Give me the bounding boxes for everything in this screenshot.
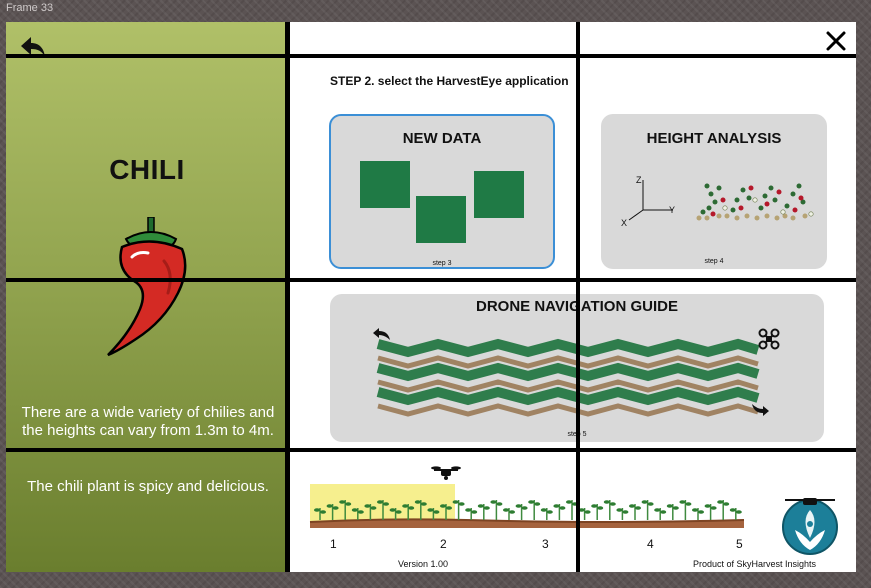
skyharvest-logo [782, 498, 838, 555]
new-data-card[interactable]: NEW DATA step 3 [329, 114, 555, 269]
crop-title: CHILI [109, 154, 185, 185]
data-tile [474, 171, 524, 218]
sprout [528, 500, 541, 520]
stage-5-label: 5 [736, 537, 743, 551]
sprout [515, 504, 528, 520]
chili-pepper-icon [107, 217, 187, 357]
sprout [314, 508, 326, 520]
x-axis-label: X [621, 218, 628, 228]
data-tile [360, 161, 410, 208]
stage-1-label: 1 [330, 537, 337, 551]
sprout [553, 504, 566, 520]
frame-label: Frame 33 [6, 2, 54, 14]
step-label: step 3 [432, 260, 452, 267]
version-label: Version 1.00 [398, 559, 449, 569]
height-analysis-card[interactable]: HEIGHT ANALYSIS Z [601, 114, 827, 269]
sprout [326, 504, 339, 520]
grid-divider-horizontal [6, 448, 856, 452]
sprout [666, 504, 679, 520]
grid-divider-vertical [285, 22, 290, 572]
sprout [351, 508, 364, 520]
sprout [503, 508, 515, 520]
sprout [490, 500, 503, 520]
sprout [414, 500, 427, 520]
sprout [629, 504, 641, 520]
grid-divider-vertical [576, 22, 580, 572]
axes-icon [628, 180, 814, 221]
sprout [540, 508, 553, 520]
stage-3-label: 3 [542, 537, 549, 551]
drone-icon [758, 328, 780, 350]
stage-2-label: 2 [440, 537, 447, 551]
height-analysis-title: HEIGHT ANALYSIS [646, 130, 782, 147]
sprout [452, 500, 465, 520]
stage-4-label: 4 [647, 537, 654, 551]
sprout [427, 508, 440, 520]
sprout [641, 500, 654, 520]
sprout [679, 500, 692, 520]
sprout [377, 500, 389, 520]
sprout [465, 508, 478, 520]
new-data-title: NEW DATA [402, 130, 482, 147]
sprout [578, 508, 591, 520]
sprout [364, 504, 377, 520]
sprout [339, 500, 352, 520]
sprout [704, 504, 717, 520]
sprout [591, 504, 604, 520]
sprout [692, 508, 704, 520]
sprout [616, 508, 629, 520]
close-icon[interactable] [824, 29, 848, 53]
step-label: step 4 [704, 258, 724, 265]
stage-progress-field [309, 466, 745, 528]
rotate-right-icon [752, 404, 769, 416]
y-axis-label: Y [669, 205, 676, 215]
sprout [654, 508, 667, 520]
z-axis-label: Z [636, 175, 642, 185]
field-rows-icon [376, 338, 760, 417]
sprout [477, 504, 490, 520]
sprout [729, 508, 742, 520]
crop-description: There are a wide variety of chilies and … [21, 404, 275, 439]
sprout [402, 504, 415, 520]
data-tile [416, 196, 466, 243]
sprout [603, 500, 616, 520]
back-arrow-icon[interactable] [18, 34, 48, 60]
crop-sidebar: CHILI There are a wide variety of chilie… [6, 22, 288, 572]
sprout [440, 504, 452, 520]
sprout [717, 500, 730, 520]
sprout [389, 508, 402, 520]
step-title: STEP 2. select the HarvestEye applicatio… [330, 74, 569, 88]
app-frame: CHILI There are a wide variety of chilie… [6, 22, 856, 572]
drone-navigation-card[interactable]: DRONE NAVIGATION GUIDE step 5 [330, 294, 824, 442]
crop-note: The chili plant is spicy and delicious. [27, 478, 269, 495]
grid-divider-horizontal [6, 278, 856, 282]
progress-drone-icon [431, 466, 461, 480]
product-label: Product of SkyHarvest Insights [693, 559, 817, 569]
rotate-left-icon [373, 328, 390, 340]
grid-divider-horizontal [6, 54, 856, 58]
